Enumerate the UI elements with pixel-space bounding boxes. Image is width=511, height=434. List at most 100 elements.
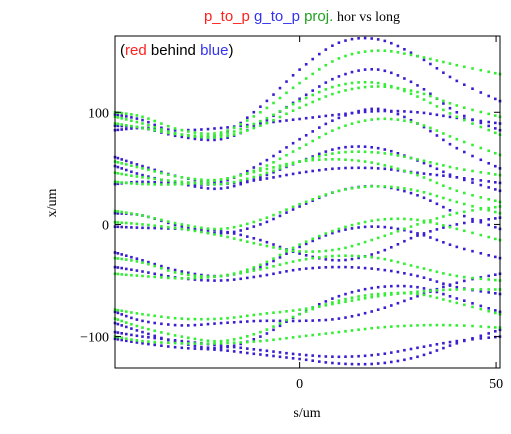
data-point bbox=[318, 168, 321, 172]
data-point bbox=[396, 260, 400, 264]
data-point bbox=[435, 217, 439, 220]
data-point bbox=[344, 228, 347, 231]
data-point bbox=[219, 321, 223, 325]
data-point bbox=[173, 174, 177, 178]
data-point bbox=[153, 181, 156, 184]
data-point bbox=[324, 132, 328, 136]
data-point bbox=[125, 339, 128, 343]
data-point bbox=[167, 316, 170, 319]
data-point bbox=[494, 335, 497, 339]
data-point bbox=[435, 105, 439, 108]
data-point bbox=[479, 220, 483, 224]
data-point bbox=[167, 276, 170, 280]
data-point bbox=[153, 224, 156, 227]
data-point bbox=[416, 173, 419, 177]
data-point bbox=[252, 275, 256, 279]
data-point bbox=[180, 270, 184, 273]
data-point bbox=[344, 72, 347, 76]
data-point bbox=[141, 122, 144, 125]
data-point bbox=[324, 153, 328, 157]
data-point bbox=[331, 148, 334, 151]
data-point bbox=[285, 336, 288, 340]
data-point bbox=[442, 99, 445, 103]
data-point bbox=[298, 268, 301, 271]
data-point bbox=[219, 342, 223, 345]
data-point bbox=[153, 217, 156, 220]
data-point bbox=[130, 259, 133, 262]
data-point bbox=[200, 347, 203, 351]
data-point bbox=[376, 256, 380, 260]
data-point bbox=[383, 306, 387, 309]
data-point bbox=[471, 194, 474, 197]
data-point bbox=[252, 313, 256, 317]
data-point bbox=[494, 199, 497, 203]
data-point bbox=[494, 121, 497, 125]
data-point bbox=[239, 346, 242, 350]
data-point bbox=[390, 117, 393, 121]
data-point bbox=[363, 145, 367, 148]
data-point bbox=[265, 158, 269, 162]
data-point bbox=[187, 133, 190, 137]
data-point bbox=[278, 110, 282, 113]
data-point bbox=[285, 173, 288, 177]
data-point bbox=[141, 164, 144, 168]
data-point bbox=[350, 227, 354, 230]
data-point bbox=[200, 182, 203, 186]
data-point bbox=[487, 336, 490, 339]
data-point bbox=[376, 167, 380, 170]
data-point bbox=[252, 319, 256, 323]
data-point bbox=[311, 237, 314, 241]
data-point bbox=[324, 122, 328, 126]
data-point bbox=[370, 326, 373, 330]
data-point bbox=[383, 85, 387, 88]
data-point bbox=[187, 276, 190, 280]
data-point bbox=[416, 234, 419, 237]
data-point bbox=[363, 166, 367, 170]
data-point bbox=[130, 340, 133, 343]
data-point bbox=[265, 332, 269, 335]
data-point bbox=[487, 307, 490, 310]
data-point bbox=[463, 106, 466, 109]
data-point bbox=[448, 340, 452, 344]
data-point bbox=[239, 180, 242, 184]
data-point bbox=[116, 212, 120, 215]
data-point bbox=[193, 177, 197, 181]
data-point bbox=[318, 115, 321, 118]
data-point bbox=[442, 164, 445, 167]
data-point bbox=[116, 182, 120, 186]
data-point bbox=[246, 169, 249, 173]
data-point bbox=[350, 223, 354, 227]
data-point bbox=[442, 341, 445, 345]
data-point bbox=[463, 177, 466, 180]
data-point bbox=[463, 229, 466, 233]
data-point bbox=[390, 217, 393, 221]
data-point bbox=[125, 314, 128, 318]
data-point bbox=[232, 350, 236, 353]
data-point bbox=[147, 336, 150, 339]
data-point bbox=[487, 149, 490, 153]
data-point bbox=[246, 235, 249, 238]
data-point bbox=[311, 250, 314, 253]
data-point bbox=[416, 290, 419, 293]
data-point bbox=[370, 295, 373, 299]
data-point bbox=[396, 154, 400, 157]
data-point bbox=[409, 273, 413, 276]
data-point bbox=[383, 108, 387, 112]
data-point bbox=[463, 65, 466, 69]
data-point bbox=[298, 171, 301, 175]
data-point bbox=[370, 310, 373, 313]
data-point bbox=[173, 179, 177, 183]
data-point bbox=[252, 126, 256, 130]
annotation-part-blue: blue bbox=[200, 42, 228, 59]
data-point bbox=[403, 110, 406, 113]
data-point bbox=[376, 218, 380, 222]
data-point bbox=[141, 126, 144, 130]
data-point bbox=[291, 109, 295, 112]
data-point bbox=[246, 129, 249, 132]
data-point bbox=[239, 238, 242, 242]
data-point bbox=[370, 161, 373, 164]
data-point bbox=[357, 354, 360, 358]
data-point bbox=[350, 296, 354, 299]
data-point bbox=[494, 71, 497, 75]
